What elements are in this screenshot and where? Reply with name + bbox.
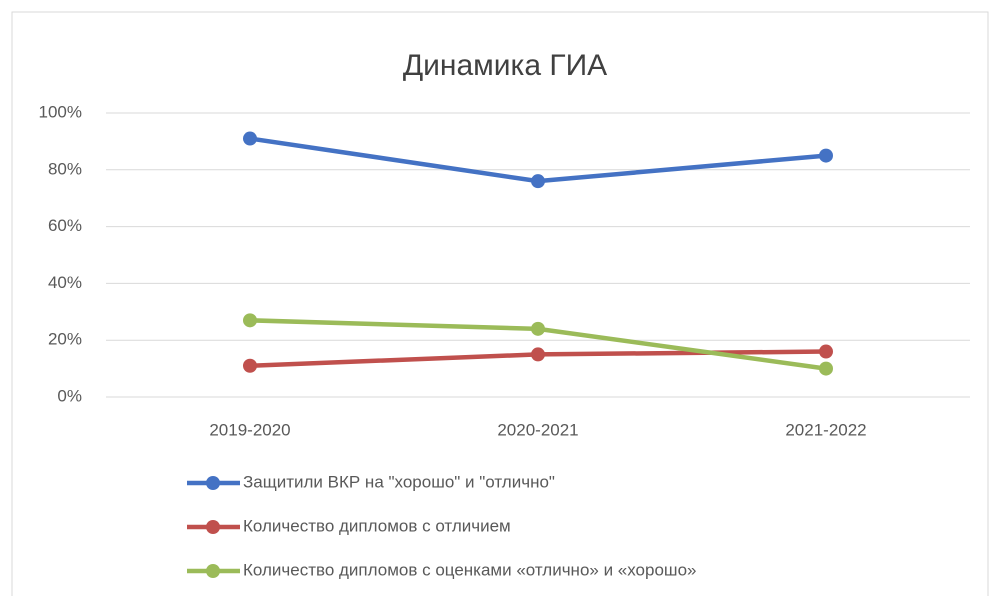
point xyxy=(243,358,257,373)
legend-marker xyxy=(206,476,220,490)
legend-label: Количество дипломов с отличием xyxy=(243,516,511,535)
x-tick-label: 2021-2022 xyxy=(785,420,866,439)
legend-label: Защитили ВКР на "хорошо" и "отлично" xyxy=(243,472,555,491)
legend-marker xyxy=(206,520,220,534)
y-tick-label: 20% xyxy=(48,330,82,349)
point xyxy=(531,321,545,336)
y-tick-label: 60% xyxy=(48,216,82,235)
point xyxy=(819,361,833,376)
point xyxy=(243,313,257,328)
legend-label: Количество дипломов с оценками «отлично»… xyxy=(243,560,696,579)
point xyxy=(243,131,257,146)
y-tick-label: 0% xyxy=(57,386,82,405)
point xyxy=(819,148,833,163)
point xyxy=(819,344,833,359)
point xyxy=(531,347,545,362)
x-tick-label: 2020-2021 xyxy=(497,420,578,439)
legend-marker xyxy=(206,564,220,578)
y-tick-label: 100% xyxy=(39,102,82,121)
chart-title: Динамика ГИА xyxy=(403,49,607,82)
chart-border xyxy=(11,11,989,596)
y-tick-label: 80% xyxy=(48,159,82,178)
x-tick-label: 2019-2020 xyxy=(209,420,290,439)
y-tick-label: 40% xyxy=(48,273,82,292)
point xyxy=(531,174,545,189)
